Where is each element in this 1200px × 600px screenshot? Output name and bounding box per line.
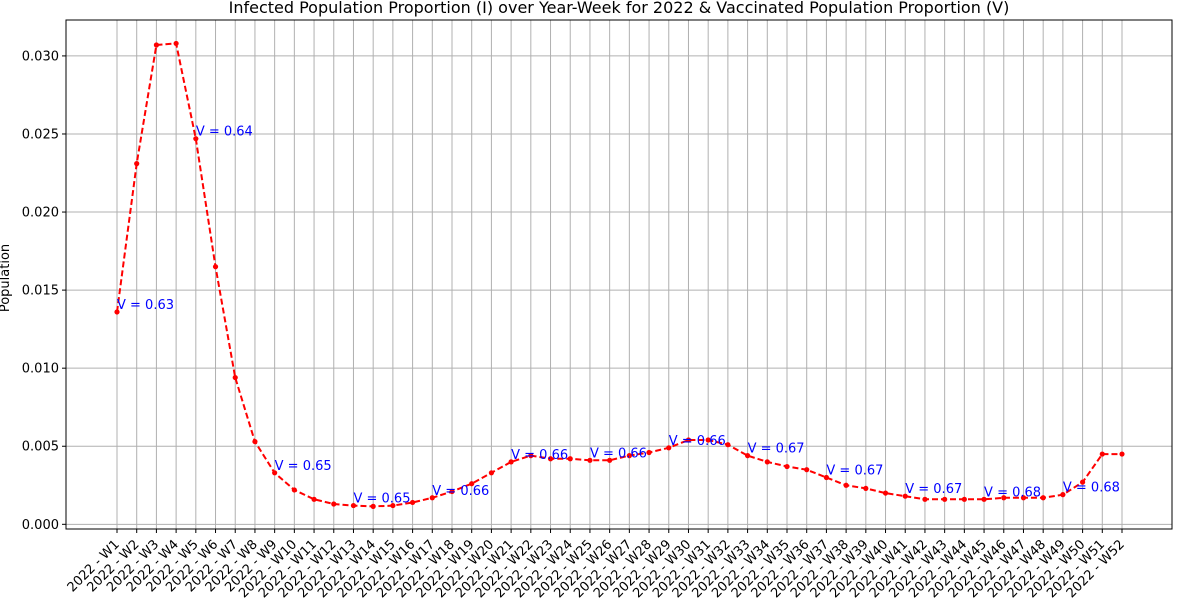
y-tick-label: 0.025 — [22, 127, 59, 142]
data-point — [626, 453, 632, 459]
data-point — [784, 463, 790, 470]
data-point — [1079, 479, 1086, 485]
data-point — [587, 457, 593, 463]
data-point — [744, 453, 751, 459]
data-point — [1020, 495, 1027, 501]
data-point — [153, 42, 160, 48]
data-point — [114, 309, 120, 315]
annotation-label: V = 0.67 — [905, 482, 962, 497]
data-point — [350, 502, 357, 509]
annotation-label: V = 0.67 — [826, 463, 883, 478]
annotation-label: V = 0.66 — [590, 446, 647, 461]
data-point — [942, 496, 948, 502]
data-point — [843, 482, 849, 488]
y-tick-label: 0.030 — [22, 49, 59, 64]
data-point — [666, 445, 672, 451]
data-point — [193, 136, 199, 142]
series-group — [114, 40, 1125, 509]
data-point — [469, 481, 475, 487]
data-point — [370, 503, 376, 509]
data-point — [291, 487, 297, 493]
data-point — [804, 467, 810, 473]
annotation-label: V = 0.64 — [196, 125, 253, 140]
plot-frame — [65, 19, 1173, 530]
data-point — [252, 438, 258, 445]
data-point — [212, 264, 219, 270]
data-point — [311, 496, 317, 502]
data-point — [1119, 451, 1125, 457]
annotation-label: V = 0.68 — [984, 485, 1041, 500]
data-point — [488, 470, 495, 476]
data-point — [567, 456, 573, 462]
data-point — [902, 493, 908, 499]
annotations: V = 0.63 V = 0.64 V = 0.65 V = 0.65 V = 0.66… — [117, 125, 1120, 507]
chart-title: Infected Population Proportion (I) over … — [229, 0, 1010, 17]
data-point — [390, 502, 396, 509]
annotation-label: V = 0.66 — [511, 448, 568, 463]
data-point — [508, 459, 514, 465]
data-point — [409, 499, 416, 506]
annotation-label: V = 0.65 — [275, 459, 332, 474]
y-tick-label: 0.015 — [22, 284, 59, 299]
data-point — [173, 40, 179, 47]
data-point — [607, 457, 613, 463]
data-point — [1060, 492, 1066, 498]
y-axis-ticks: 0.000 0.005 0.010 0.015 0.020 0.025 0.030 — [22, 49, 66, 533]
data-point — [547, 456, 554, 462]
data-point — [981, 496, 987, 502]
data-point — [764, 459, 770, 465]
data-point — [1040, 495, 1046, 501]
y-tick-label: 0.010 — [22, 362, 59, 377]
data-point — [922, 496, 928, 502]
data-point — [685, 437, 692, 443]
annotation-label: V = 0.68 — [1063, 481, 1120, 496]
y-tick-label: 0.005 — [22, 440, 59, 455]
data-point — [232, 374, 238, 381]
annotation-label: V = 0.66 — [669, 434, 726, 449]
data-point — [725, 442, 731, 448]
data-point — [429, 495, 435, 501]
data-point — [823, 474, 830, 481]
data-point — [449, 488, 455, 495]
annotation-label: V = 0.66 — [432, 484, 489, 499]
data-point — [961, 496, 967, 502]
data-point — [272, 470, 278, 476]
y-tick-label: 0.000 — [22, 518, 59, 533]
data-point — [646, 449, 652, 456]
data-point — [863, 485, 869, 492]
data-point — [1099, 451, 1105, 457]
data-point — [705, 437, 711, 443]
data-point — [331, 501, 337, 507]
grid-lines — [66, 20, 1172, 529]
series-line — [116, 42, 1122, 508]
data-point — [528, 453, 534, 459]
data-point — [882, 490, 889, 496]
annotation-label: V = 0.63 — [117, 298, 174, 313]
y-axis-label: Population — [0, 244, 13, 312]
y-tick-label: 0.020 — [22, 206, 59, 221]
annotation-label: V = 0.65 — [353, 492, 410, 507]
data-point — [1001, 495, 1007, 501]
data-point — [134, 161, 140, 167]
annotation-label: V = 0.67 — [748, 442, 805, 457]
